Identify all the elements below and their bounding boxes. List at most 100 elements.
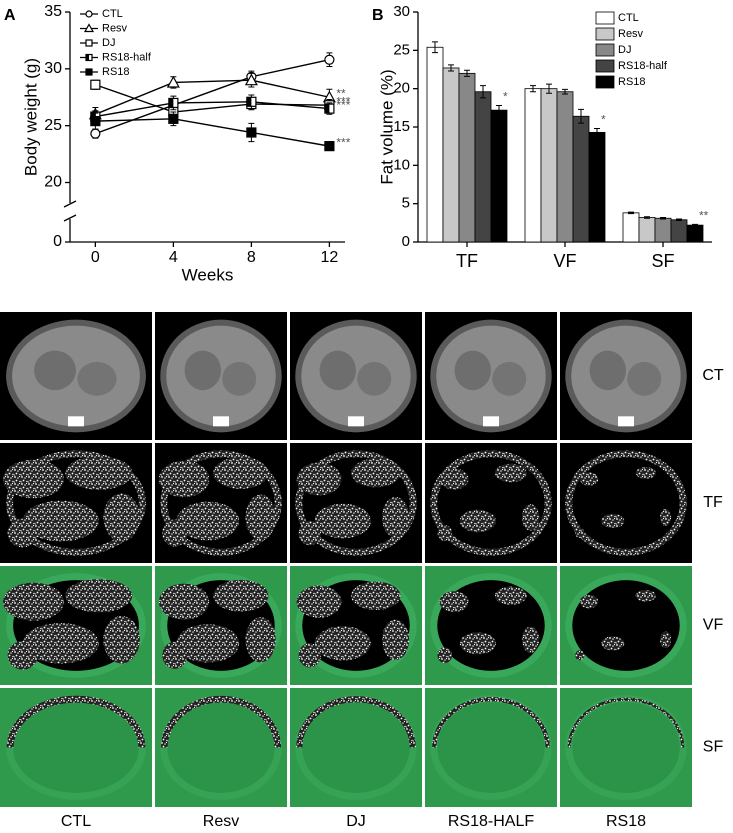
panel-label: A <box>4 7 16 24</box>
legend-label: DJ <box>102 37 115 49</box>
legend-label: RS18-half <box>618 60 668 72</box>
marker <box>85 68 93 76</box>
marker-part <box>324 104 330 114</box>
fat-rim <box>6 695 146 748</box>
row-label: TF <box>703 494 723 511</box>
fat <box>245 494 276 541</box>
organ <box>492 361 527 396</box>
body <box>12 325 140 427</box>
annotation: * <box>503 90 508 104</box>
fat <box>103 615 140 664</box>
bar <box>588 131 606 243</box>
fat <box>601 636 625 651</box>
y-axis-label: Body weight (g) <box>21 58 40 176</box>
scan-image <box>0 443 152 563</box>
scan-image <box>155 566 287 685</box>
fat <box>3 459 64 499</box>
fat <box>382 619 410 661</box>
fat-rim <box>567 697 685 748</box>
legend-label: Resv <box>618 28 644 40</box>
x-tick-label: TF <box>456 251 478 271</box>
error-bar <box>448 64 454 72</box>
x-tick-label: 0 <box>91 249 100 266</box>
y-tick-label: 0 <box>402 233 410 250</box>
annotation: *** <box>336 94 350 108</box>
error-bar <box>530 85 536 93</box>
column-label: RS18 <box>606 813 646 830</box>
scan-image <box>155 688 287 807</box>
legend-swatch <box>595 27 615 41</box>
bar <box>426 46 444 243</box>
row-label: SF <box>703 739 724 756</box>
bar <box>572 115 590 243</box>
marker-part <box>86 54 89 61</box>
fat <box>314 626 371 661</box>
body <box>166 325 276 427</box>
y-axis-label: Fat volume (%) <box>377 69 396 184</box>
scan-image <box>0 566 152 685</box>
fat <box>162 641 188 669</box>
marker <box>168 97 179 109</box>
fat <box>635 467 656 479</box>
spine <box>483 416 499 427</box>
bar <box>490 109 508 243</box>
spine <box>618 416 634 427</box>
legend-label: Resv <box>102 22 128 34</box>
row-label: VF <box>703 617 724 634</box>
fat <box>314 503 371 539</box>
y-tick-label: 0 <box>53 233 62 250</box>
legend-swatch <box>595 75 615 89</box>
scan-image <box>425 312 557 440</box>
fat <box>575 527 585 539</box>
body <box>572 702 680 793</box>
spine <box>68 416 84 427</box>
legend-label: CTL <box>102 8 123 20</box>
marker <box>83 23 95 33</box>
scan-image <box>155 443 287 563</box>
fat <box>65 579 133 613</box>
scan-image <box>0 312 152 440</box>
legend-label: RS18 <box>618 76 646 88</box>
error-bar <box>546 83 552 94</box>
fat <box>494 463 527 483</box>
marker <box>246 127 257 138</box>
axis-break <box>63 200 77 208</box>
marker <box>90 116 101 127</box>
organ <box>357 361 392 396</box>
legend-label: CTL <box>618 12 639 24</box>
marker <box>90 128 101 139</box>
fat <box>158 460 210 498</box>
fat <box>3 582 64 621</box>
x-tick-label: 12 <box>320 249 338 266</box>
x-tick-label: 4 <box>169 249 178 266</box>
error-bar <box>594 128 600 137</box>
organ <box>319 350 356 391</box>
fat <box>351 581 401 610</box>
x-tick-label: SF <box>651 251 674 271</box>
annotation: *** <box>336 135 350 149</box>
scan-image <box>0 688 152 807</box>
bar <box>654 217 672 243</box>
y-tick-label: 10 <box>393 156 410 173</box>
y-tick-label: 5 <box>402 195 410 212</box>
error-bar <box>432 41 438 54</box>
series-line <box>95 118 330 147</box>
fat <box>298 520 322 546</box>
scan-image <box>425 566 557 685</box>
column-label: DJ <box>346 813 366 830</box>
legend-swatch <box>595 43 615 57</box>
panel-label: B <box>372 7 384 24</box>
error-bar <box>464 69 470 77</box>
marker <box>324 141 335 152</box>
body <box>13 702 139 793</box>
fat <box>439 468 469 490</box>
column-label: CTL <box>61 813 91 830</box>
axis-break <box>63 214 77 222</box>
marker <box>324 54 335 65</box>
fat <box>579 595 599 609</box>
bar <box>670 219 688 243</box>
fat <box>7 518 39 548</box>
annotation: *** <box>336 98 350 112</box>
organ <box>184 350 221 391</box>
